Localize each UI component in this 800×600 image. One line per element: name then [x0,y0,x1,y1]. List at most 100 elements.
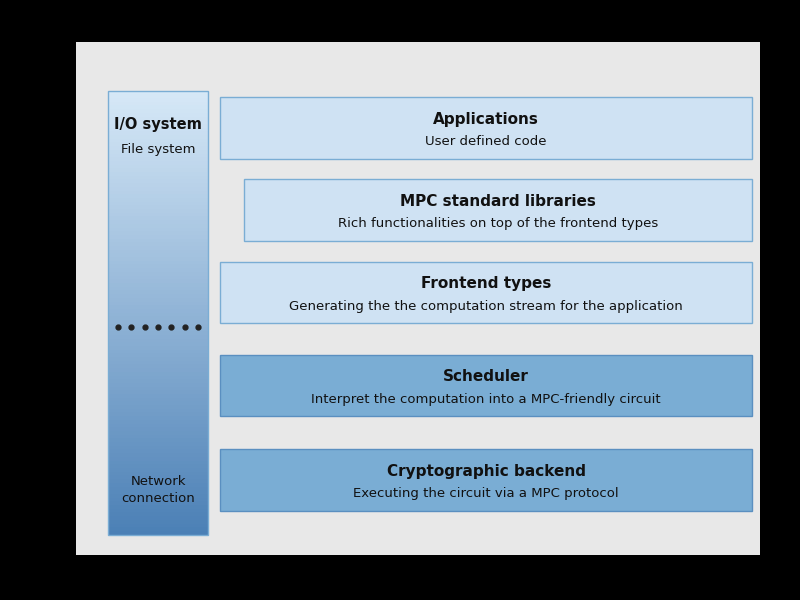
Bar [108,212,208,217]
Bar [108,120,208,124]
Bar [108,183,208,187]
Bar [108,128,208,132]
Text: MPC standard libraries: MPC standard libraries [400,194,596,209]
Text: I/O system: I/O system [114,116,202,132]
Bar [108,231,208,235]
Bar [108,191,208,195]
Text: Scheduler: Scheduler [443,370,529,385]
Bar [108,338,208,343]
Bar [108,401,208,406]
Bar [108,101,208,106]
Bar [108,494,208,498]
Bar [108,361,208,365]
Text: Executing the circuit via a MPC protocol: Executing the circuit via a MPC protocol [353,487,619,500]
Bar [108,161,208,165]
Bar [108,280,208,284]
Bar [108,350,208,354]
Bar [108,275,208,280]
Bar [108,135,208,139]
Bar [108,502,208,506]
Bar [108,372,208,376]
Bar [108,472,208,476]
Bar [108,309,208,313]
Bar [108,453,208,457]
Bar [108,505,208,509]
Bar [108,313,208,317]
Bar [108,464,208,469]
Bar [108,265,208,269]
Bar [108,287,208,291]
Bar [108,253,208,258]
Text: Network
connection: Network connection [121,475,195,505]
Bar [108,202,208,206]
Bar [108,283,208,287]
Bar [220,449,752,511]
Bar [108,194,208,199]
Bar [108,520,208,524]
Bar [108,509,208,513]
Bar [108,239,208,243]
Bar [108,235,208,239]
Bar [108,461,208,465]
Bar [108,290,208,295]
Bar [220,97,752,159]
Bar [108,227,208,232]
Bar [108,246,208,250]
Bar [108,434,208,439]
Bar [108,323,208,328]
Bar [108,439,208,443]
Bar [108,512,208,517]
Bar [108,91,208,95]
Bar [108,490,208,494]
Bar [108,420,208,424]
Bar [108,427,208,431]
Bar [108,328,208,332]
Bar [108,250,208,254]
Bar [108,531,208,535]
Bar [108,242,208,247]
Bar [108,154,208,158]
Bar [108,394,208,398]
Bar [108,164,208,169]
Text: Interpret the computation into a MPC-friendly circuit: Interpret the computation into a MPC-fri… [311,392,661,406]
Bar [108,150,208,154]
Bar [108,431,208,436]
Bar [108,301,208,306]
Bar [108,527,208,532]
Bar [108,376,208,380]
Bar [108,109,208,113]
Text: Frontend types: Frontend types [421,277,551,292]
Bar [108,487,208,491]
Bar [108,261,208,265]
Bar [108,98,208,102]
Bar [108,368,208,373]
Bar [108,386,208,391]
Bar [108,364,208,368]
Bar [108,124,208,128]
Bar [108,187,208,191]
Bar [108,179,208,184]
Bar [108,268,208,272]
Bar [108,131,208,136]
Bar [108,416,208,421]
Bar [108,409,208,413]
Bar [108,457,208,461]
Bar [108,331,208,335]
Bar [108,516,208,520]
Bar [108,379,208,383]
Bar [108,446,208,450]
Bar [108,449,208,454]
Bar [108,217,208,221]
Text: Applications: Applications [433,112,539,127]
Bar [108,391,208,395]
Bar [108,272,208,276]
Bar [108,383,208,387]
Bar [108,209,208,213]
Bar [108,224,208,228]
Bar [108,342,208,346]
Bar [108,353,208,358]
Bar [108,497,208,502]
Bar [108,198,208,202]
Bar [108,424,208,428]
Bar [108,139,208,143]
